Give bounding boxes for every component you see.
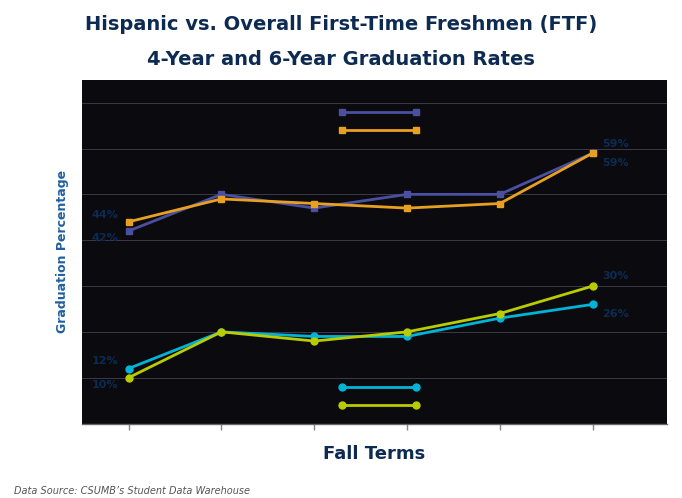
Text: 59%: 59% [602,138,629,148]
Text: 30%: 30% [602,271,628,281]
X-axis label: Fall Terms: Fall Terms [323,445,426,463]
Text: 10%: 10% [91,380,118,390]
Text: Data Source: CSUMB’s Student Data Warehouse: Data Source: CSUMB’s Student Data Wareho… [14,486,250,496]
Text: 42%: 42% [91,233,118,244]
Text: Hispanic vs. Overall First-Time Freshmen (FTF): Hispanic vs. Overall First-Time Freshmen… [85,15,597,34]
Y-axis label: Graduation Percentage: Graduation Percentage [56,170,69,333]
Text: 4-Year and 6-Year Graduation Rates: 4-Year and 6-Year Graduation Rates [147,50,535,69]
Text: 44%: 44% [91,210,118,220]
Text: 26%: 26% [602,309,629,319]
Text: 59%: 59% [602,158,629,168]
Text: 12%: 12% [91,356,118,366]
